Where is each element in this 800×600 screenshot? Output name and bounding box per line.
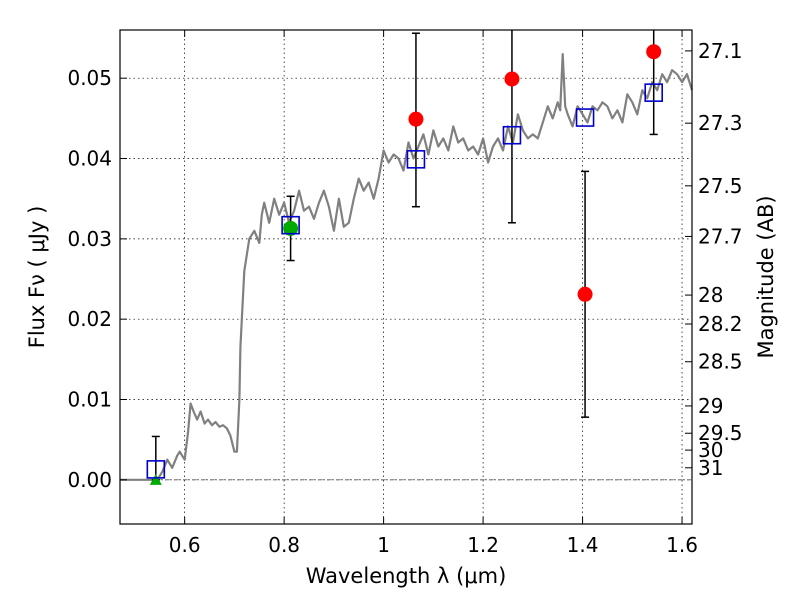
y-tick-label: 0.02 bbox=[67, 307, 112, 331]
errorbar-layer bbox=[151, 30, 658, 481]
upper-limit-triangle bbox=[149, 473, 162, 485]
grid-layer bbox=[120, 30, 692, 524]
magnitude-tick-label: 27.5 bbox=[698, 174, 743, 198]
y-tick-label: 0.04 bbox=[67, 147, 112, 171]
x-axis-label: Wavelength λ (μm) bbox=[306, 564, 507, 588]
magnitude-tick-label: 30 bbox=[698, 438, 723, 462]
y-tick-label: 0.05 bbox=[67, 66, 112, 90]
magnitude-tick-label: 27.1 bbox=[698, 39, 743, 63]
magnitude-tick-label: 28.2 bbox=[698, 312, 743, 336]
model-point-square bbox=[575, 108, 595, 127]
data-point-circle bbox=[283, 220, 299, 236]
model-point-square bbox=[644, 83, 664, 102]
magnitude-tick-label: 27.3 bbox=[698, 111, 743, 135]
tick-label-layer: 0.6 0.8 1 1.2 1.4 1.6 0.00 0.01 0.02 0.03 0.04 0.05… bbox=[67, 39, 742, 557]
magnitude-tick-label: 28.5 bbox=[698, 350, 743, 374]
model-point-square bbox=[502, 125, 522, 145]
model-point-square bbox=[406, 150, 426, 169]
y-axis-label: Flux Fν ( μJy ) bbox=[25, 206, 49, 349]
x-tick-label: 1.4 bbox=[567, 533, 599, 557]
x-tick-label: 0.6 bbox=[169, 533, 201, 557]
x-tick-label: 0.8 bbox=[268, 533, 300, 557]
x-tick-label: 1.6 bbox=[666, 533, 698, 557]
tick-layer bbox=[120, 30, 692, 524]
data-point-circle bbox=[504, 71, 520, 87]
magnitude-tick-label: 29.5 bbox=[698, 421, 743, 445]
y-axis-right-label: Magnitude (AB) bbox=[754, 195, 778, 358]
magnitude-tick-label: 28 bbox=[698, 283, 723, 307]
x-tick-label: 1 bbox=[377, 533, 390, 557]
plot-frame bbox=[119, 29, 693, 525]
data-point-circle bbox=[408, 111, 424, 127]
y-tick-label: 0.01 bbox=[67, 387, 112, 411]
magnitude-tick-label: 31 bbox=[698, 456, 723, 480]
magnitude-tick-label: 27.7 bbox=[698, 224, 743, 248]
y-tick-label: 0.00 bbox=[67, 468, 112, 492]
model-point-square bbox=[281, 215, 300, 235]
x-tick-label: 1.2 bbox=[467, 533, 499, 557]
magnitude-tick-label: 29 bbox=[698, 394, 723, 418]
sed-model-line bbox=[120, 52, 694, 481]
model-point-square bbox=[146, 460, 166, 479]
marker-layer bbox=[146, 44, 664, 485]
sed-model-layer bbox=[120, 52, 694, 481]
data-point-circle bbox=[646, 44, 662, 60]
data-point-circle bbox=[577, 286, 593, 302]
y-tick-label: 0.03 bbox=[67, 227, 112, 251]
